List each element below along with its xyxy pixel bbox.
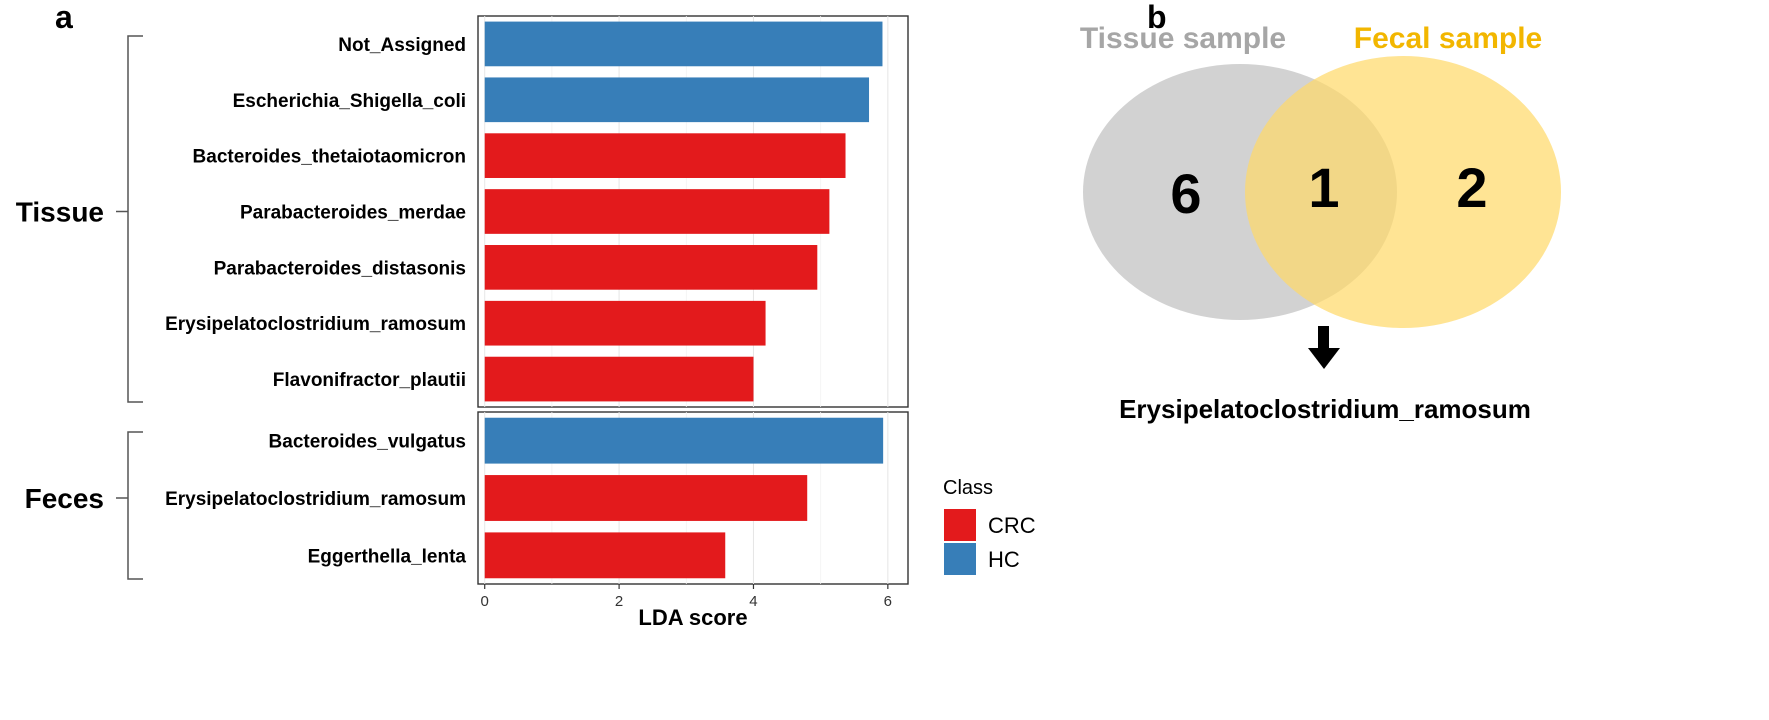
bar-feces-eggerthella-lenta xyxy=(484,532,726,579)
feces-group-label: Feces xyxy=(25,483,104,514)
venn-title-tissue: Tissue sample xyxy=(1080,22,1286,55)
panel-b-letter: b xyxy=(1147,0,1167,35)
x-tick-label: 2 xyxy=(615,593,623,610)
facet-feces-labels: Bacteroides_vulgatus Erysipelatoclostridi… xyxy=(165,432,466,568)
down-arrow-icon xyxy=(1308,326,1340,369)
legend-label-hc: HC xyxy=(988,547,1020,572)
facet-feces-bars xyxy=(484,417,884,579)
legend: Class CRC HC xyxy=(943,477,1036,575)
venn-count-intersection: 1 xyxy=(1308,156,1339,219)
venn-count-tissue-only: 6 xyxy=(1170,162,1201,225)
x-tick-label: 0 xyxy=(481,593,489,610)
venn-count-fecal-only: 2 xyxy=(1456,156,1487,219)
feces-bracket xyxy=(116,431,143,580)
bar-tissue-erysipelatoclostridium-ramosum xyxy=(484,300,766,346)
panel-a-letter: a xyxy=(55,0,73,35)
bar-tissue-bacteroides-thetaiotaomicron xyxy=(484,133,846,178)
bar-tissue-parabacteroides-distasonis xyxy=(484,245,818,290)
bar-tissue-flavonifractor-plautii xyxy=(484,356,754,402)
category-label: Parabacteroides_merdae xyxy=(240,203,466,224)
x-axis: 0 2 4 6 xyxy=(481,584,892,610)
bar-feces-bacteroides-vulgatus xyxy=(484,417,884,464)
bar-tissue-not-assigned xyxy=(484,21,883,67)
facet-tissue: Not_Assigned Escherichia_Shigella_coli Bac… xyxy=(16,15,909,408)
x-tick-label: 4 xyxy=(749,593,757,610)
x-tick-label: 6 xyxy=(884,593,892,610)
venn-intersection-species: Erysipelatoclostridium_ramosum xyxy=(1119,394,1531,424)
facet-tissue-labels: Not_Assigned Escherichia_Shigella_coli Bac… xyxy=(165,35,466,391)
tissue-group-label: Tissue xyxy=(16,197,104,228)
category-label: Parabacteroides_distasonis xyxy=(214,258,466,279)
tissue-bracket xyxy=(116,35,143,403)
venn-diagram: Tissue sample Fecal sample 6 1 2 Erysipe… xyxy=(1080,22,1561,424)
category-label: Escherichia_Shigella_coli xyxy=(233,91,466,112)
bar-tissue-parabacteroides-merdae xyxy=(484,189,830,234)
facet-tissue-bars xyxy=(484,21,883,402)
legend-swatch-hc xyxy=(944,543,976,575)
facet-feces: Bacteroides_vulgatus Erysipelatoclostridi… xyxy=(25,411,909,585)
venn-circle-fecal xyxy=(1245,56,1561,328)
category-label: Erysipelatoclostridium_ramosum xyxy=(165,314,466,335)
category-label: Erysipelatoclostridium_ramosum xyxy=(165,489,466,510)
bar-feces-erysipelatoclostridium-ramosum xyxy=(484,475,808,521)
bar-tissue-escherichia-shigella-coli xyxy=(484,77,870,123)
legend-label-crc: CRC xyxy=(988,513,1036,538)
category-label: Eggerthella_lenta xyxy=(308,546,467,567)
legend-swatch-crc xyxy=(944,509,976,541)
venn-title-fecal: Fecal sample xyxy=(1354,22,1542,55)
legend-title: Class xyxy=(943,477,993,499)
category-label: Bacteroides_thetaiotaomicron xyxy=(193,147,466,168)
category-label: Not_Assigned xyxy=(338,35,466,56)
x-axis-title: LDA score xyxy=(638,605,747,630)
category-label: Bacteroides_vulgatus xyxy=(269,432,466,453)
lda-bar-chart: Not_Assigned Escherichia_Shigella_coli Bac… xyxy=(16,15,1036,630)
category-label: Flavonifractor_plautii xyxy=(273,370,466,391)
